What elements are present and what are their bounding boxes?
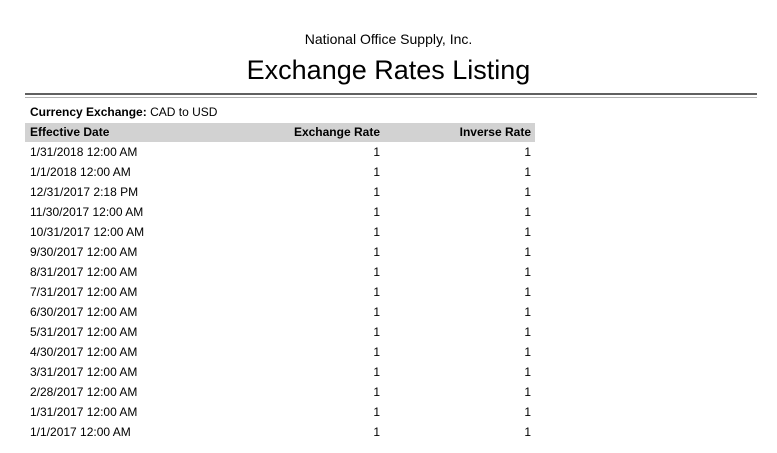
exchange-rate-cell: 1 [373,385,380,399]
effective-date-cell: 1/31/2017 12:00 AM [30,405,138,419]
effective-date-cell: 5/31/2017 12:00 AM [30,325,138,339]
effective-date-cell: 2/28/2017 12:00 AM [30,385,138,399]
effective-date-cell: 3/31/2017 12:00 AM [30,365,138,379]
exchange-rate-cell: 1 [373,365,380,379]
table-row: 7/31/2017 12:00 AM 1 1 [25,282,535,302]
exchange-rate-cell: 1 [373,305,380,319]
table-row: 1/1/2017 12:00 AM 1 1 [25,422,535,442]
exchange-rate-cell: 1 [373,345,380,359]
effective-date-cell: 1/1/2018 12:00 AM [30,165,131,179]
table-row: 9/30/2017 12:00 AM 1 1 [25,242,535,262]
table-row: 4/30/2017 12:00 AM 1 1 [25,342,535,362]
exchange-rate-cell: 1 [373,285,380,299]
exchange-rate-cell: 1 [373,225,380,239]
exchange-rate-cell: 1 [373,145,380,159]
header-divider [25,93,757,98]
report-title: Exchange Rates Listing [246,55,531,85]
filter-label: Currency Exchange: [30,105,147,119]
effective-date-cell: 6/30/2017 12:00 AM [30,305,138,319]
exchange-rate-cell: 1 [373,425,380,439]
col-header-inverse-rate: Inverse Rate [459,125,531,139]
exchange-rate-cell: 1 [373,325,380,339]
table-row: 10/31/2017 12:00 AM 1 1 [25,222,535,242]
exchange-rate-cell: 1 [373,185,380,199]
effective-date-cell: 1/31/2018 12:00 AM [30,145,138,159]
table-row: 5/31/2017 12:00 AM 1 1 [25,322,535,342]
table-row: 1/31/2018 12:00 AM 1 1 [25,142,535,162]
exchange-rate-cell: 1 [373,265,380,279]
inverse-rate-cell: 1 [524,225,531,239]
exchange-rate-cell: 1 [373,205,380,219]
effective-date-cell: 9/30/2017 12:00 AM [30,245,138,259]
table-row: 6/30/2017 12:00 AM 1 1 [25,302,535,322]
inverse-rate-cell: 1 [524,185,531,199]
table-row: 1/31/2017 12:00 AM 1 1 [25,402,535,422]
exchange-rate-cell: 1 [373,165,380,179]
rates-table-body: 1/31/2018 12:00 AM 1 1 1/1/2018 12:00 AM… [25,142,535,442]
inverse-rate-cell: 1 [524,345,531,359]
exchange-rate-cell: 1 [373,245,380,259]
inverse-rate-cell: 1 [524,285,531,299]
table-row: 8/31/2017 12:00 AM 1 1 [25,262,535,282]
table-row: 11/30/2017 12:00 AM 1 1 [25,202,535,222]
col-header-exchange-rate: Exchange Rate [293,125,380,139]
inverse-rate-cell: 1 [524,265,531,279]
inverse-rate-cell: 1 [524,405,531,419]
table-row: 2/28/2017 12:00 AM 1 1 [25,382,535,402]
effective-date-cell: 11/30/2017 12:00 AM [30,205,144,219]
effective-date-cell: 10/31/2017 12:00 AM [30,225,145,239]
filter-line: Currency Exchange: CAD to USD [30,105,777,120]
table-row: 12/31/2017 2:18 PM 1 1 [25,182,535,202]
effective-date-cell: 12/31/2017 2:18 PM [30,185,139,199]
inverse-rate-cell: 1 [524,325,531,339]
table-header-row: Effective Date Exchange Rate Inverse Rat… [25,123,535,142]
inverse-rate-cell: 1 [524,425,531,439]
table-row: 3/31/2017 12:00 AM 1 1 [25,362,535,382]
inverse-rate-cell: 1 [524,245,531,259]
effective-date-cell: 7/31/2017 12:00 AM [30,285,138,299]
inverse-rate-cell: 1 [524,305,531,319]
inverse-rate-cell: 1 [524,385,531,399]
table-row: 1/1/2018 12:00 AM 1 1 [25,162,535,182]
filter-value: CAD to USD [150,105,218,119]
effective-date-cell: 1/1/2017 12:00 AM [30,425,131,439]
inverse-rate-cell: 1 [524,365,531,379]
rates-table: Effective Date Exchange Rate Inverse Rat… [25,123,535,442]
effective-date-cell: 4/30/2017 12:00 AM [30,345,138,359]
col-header-effective-date: Effective Date [30,125,110,139]
exchange-rate-cell: 1 [373,405,380,419]
effective-date-cell: 8/31/2017 12:00 AM [30,265,138,279]
inverse-rate-cell: 1 [524,145,531,159]
company-name: National Office Supply, Inc. [304,31,473,47]
inverse-rate-cell: 1 [524,205,531,219]
inverse-rate-cell: 1 [524,165,531,179]
